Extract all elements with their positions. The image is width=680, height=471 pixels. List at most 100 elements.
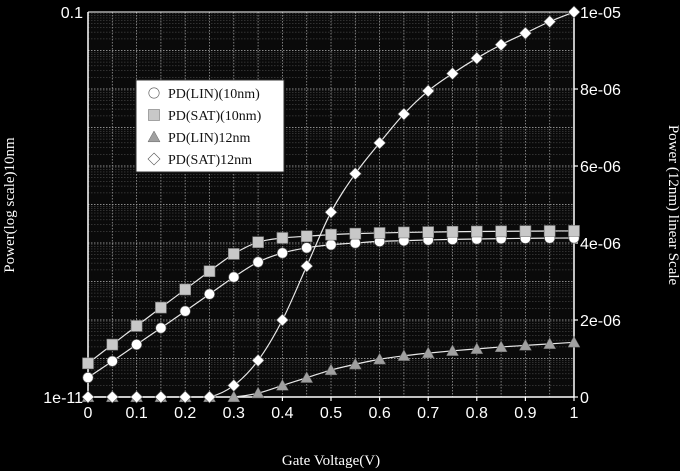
- data-point-square: [82, 357, 94, 370]
- data-point-circle: [204, 288, 216, 300]
- data-point-diamond: [81, 390, 95, 404]
- data-point-triangle: [300, 371, 314, 383]
- data-point-diamond: [421, 84, 435, 98]
- data-point-diamond: [494, 38, 508, 52]
- y-right-tick-label: 0: [580, 390, 589, 407]
- legend-marker-square: [148, 109, 160, 121]
- data-point-square: [179, 283, 191, 296]
- data-point-circle: [131, 339, 143, 351]
- data-point-square: [155, 301, 167, 314]
- y-right-tick-label: 2e-06: [580, 313, 621, 330]
- y-left-tick-label: 0.1: [61, 5, 83, 22]
- data-point-square: [252, 236, 264, 248]
- y-right-tick-label: 4e-06: [580, 236, 621, 253]
- data-point-diamond: [178, 390, 192, 404]
- x-tick-label: 0.9: [514, 405, 536, 422]
- series-markers: [81, 5, 581, 404]
- data-point-diamond: [397, 107, 411, 121]
- data-point-triangle: [324, 363, 338, 376]
- x-tick-label: 0.3: [223, 405, 245, 422]
- data-point-circle: [252, 256, 264, 268]
- y-right-tick-label: 1e-05: [580, 5, 621, 22]
- data-point-diamond: [227, 379, 241, 392]
- data-point-diamond: [543, 15, 557, 29]
- data-point-triangle: [543, 337, 557, 349]
- y-right-tick-label: 8e-06: [580, 82, 621, 99]
- data-point-diamond: [373, 136, 387, 150]
- x-tick-label: 0.7: [417, 405, 439, 422]
- data-point-circle: [106, 355, 118, 367]
- data-point-diamond: [567, 5, 581, 19]
- data-point-diamond: [348, 167, 362, 181]
- legend-marker-triangle: [147, 130, 161, 143]
- data-point-triangle: [567, 335, 581, 348]
- x-tick-label: 0.5: [320, 405, 342, 422]
- data-point-triangle: [446, 344, 459, 356]
- data-point-diamond: [324, 205, 338, 219]
- data-point-square: [446, 225, 459, 238]
- data-point-square: [130, 320, 143, 332]
- data-point-diamond: [251, 354, 265, 367]
- data-point-diamond: [105, 390, 119, 404]
- legend-marker-circle: [148, 87, 160, 99]
- legend-box: [135, 79, 285, 173]
- x-tick-label: 0.2: [174, 405, 196, 422]
- data-point-triangle: [251, 386, 265, 399]
- data-point-square: [519, 225, 532, 237]
- data-point-square: [543, 225, 556, 237]
- x-tick-label: 1: [570, 405, 579, 422]
- data-point-triangle: [227, 390, 241, 403]
- data-point-diamond: [470, 51, 484, 65]
- grid: [87, 12, 575, 398]
- data-point-circle: [301, 242, 313, 254]
- data-point-square: [398, 226, 410, 239]
- data-point-triangle: [373, 352, 387, 365]
- y-axis-label-left: Power(log scale)10nm: [2, 137, 18, 273]
- x-tick-label: 0: [84, 405, 93, 422]
- x-tick-label: 0.6: [368, 405, 390, 422]
- legend-marker-diamond: [147, 152, 161, 166]
- data-point-circle: [228, 271, 240, 283]
- data-point-square: [228, 248, 240, 260]
- x-tick-label: 0.4: [271, 405, 293, 422]
- data-point-circle: [179, 305, 191, 317]
- data-point-diamond: [300, 259, 314, 273]
- data-point-triangle: [397, 349, 411, 361]
- data-point-square: [470, 225, 483, 238]
- data-point-square: [495, 225, 507, 238]
- data-point-square: [422, 226, 435, 238]
- data-point-square: [373, 227, 386, 239]
- legend-label: PD(SAT)(10nm): [168, 109, 262, 124]
- data-point-square: [106, 338, 119, 351]
- data-point-square: [349, 227, 362, 240]
- y-left-tick-label: 1e-11: [43, 390, 83, 407]
- legend-label: PD(LIN)12nm: [168, 131, 251, 146]
- data-point-triangle: [494, 340, 508, 352]
- data-point-circle: [155, 322, 167, 334]
- data-point-diamond: [275, 313, 289, 327]
- legend-label: PD(SAT)12nm: [168, 153, 252, 168]
- x-tick-label: 0.8: [466, 405, 488, 422]
- data-point-square: [276, 232, 289, 244]
- data-point-diamond: [203, 390, 216, 404]
- data-point-circle: [82, 372, 94, 384]
- x-axis-label: Gate Voltage(V): [282, 453, 380, 469]
- data-point-diamond: [446, 67, 459, 81]
- data-point-triangle: [348, 357, 362, 370]
- data-point-triangle: [518, 338, 532, 351]
- data-point-triangle: [275, 378, 289, 391]
- tick-labels: 0 0.1 0.2 0.3 0.4 0.5 0.6 0.7 0.8 0.9 1 1e-11 0.1 0 2e…: [43, 5, 621, 422]
- x-tick-label: 0.1: [125, 405, 147, 422]
- data-point-triangle: [470, 342, 484, 354]
- axes: [87, 11, 578, 401]
- data-point-circle: [325, 239, 337, 251]
- y-axis-label-right: Power (12nm) linear Scale: [665, 125, 680, 286]
- data-point-diamond: [518, 26, 532, 40]
- data-point-diamond: [130, 390, 144, 404]
- data-point-diamond: [154, 390, 168, 404]
- data-point-square: [300, 230, 313, 243]
- data-point-circle: [276, 247, 288, 259]
- data-point-square: [568, 225, 580, 237]
- y-right-tick-label: 6e-06: [580, 159, 621, 176]
